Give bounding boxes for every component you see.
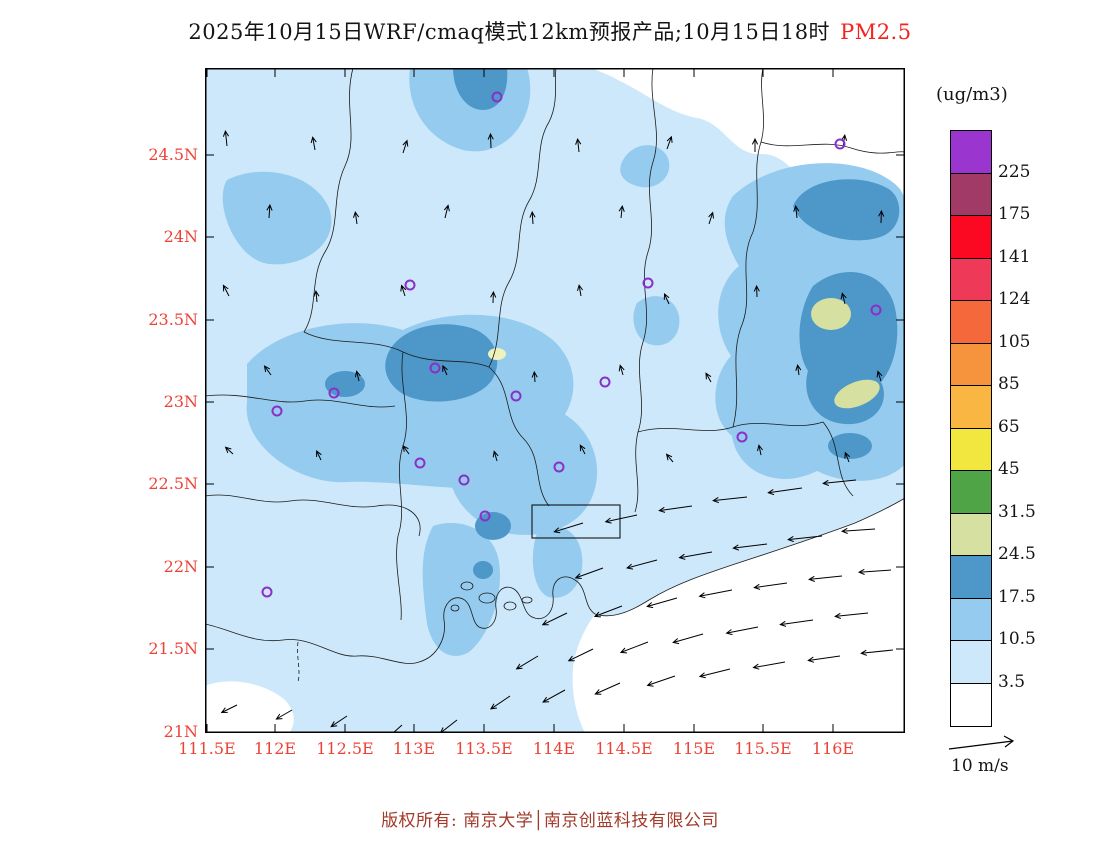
title-species: PM2.5 [840,20,912,44]
wind-reference: 10 m/s [945,733,1075,776]
x-axis-labels: 111.5E 112E 112.5E 113E 113.5E 114E 114.5E 115E… [178,739,855,758]
colorbar [950,130,992,727]
axis-ticks [205,68,905,733]
map-frame [205,68,905,733]
title-main: 2025年10月15日WRF/cmaq模式12km预报产品;10月15日18时 [188,20,831,44]
pm25-fill-contours [205,68,905,733]
admin-boundaries [205,68,905,683]
station-markers [261,91,882,598]
wind-reference-arrow [948,735,1015,750]
coastline-east [594,497,905,617]
map-plot [205,68,905,733]
dashed-boundary [297,641,300,683]
y-axis-labels: 24.5N 24N 23.5N 23N 22.5N 22N 21.5N 21N [148,145,198,741]
wind-reference-label: 10 m/s [951,756,1009,776]
copyright-text: 版权所有: 南京大学│南京创蓝科技有限公司 [381,811,719,831]
coastline-west [205,576,596,664]
colorbar-labels: 225 175 141 124 105 85 65 45 31.5 24.5 17.5 10.5 3.5 [998,161,1036,692]
hk-survey-box [531,504,621,539]
colorbar-unit-label: (ug/m3) [936,84,1008,105]
figure-title: 2025年10月15日WRF/cmaq模式12km预报产品;10月15日18时 P… [0,16,1100,46]
wind-arrows [220,129,894,733]
